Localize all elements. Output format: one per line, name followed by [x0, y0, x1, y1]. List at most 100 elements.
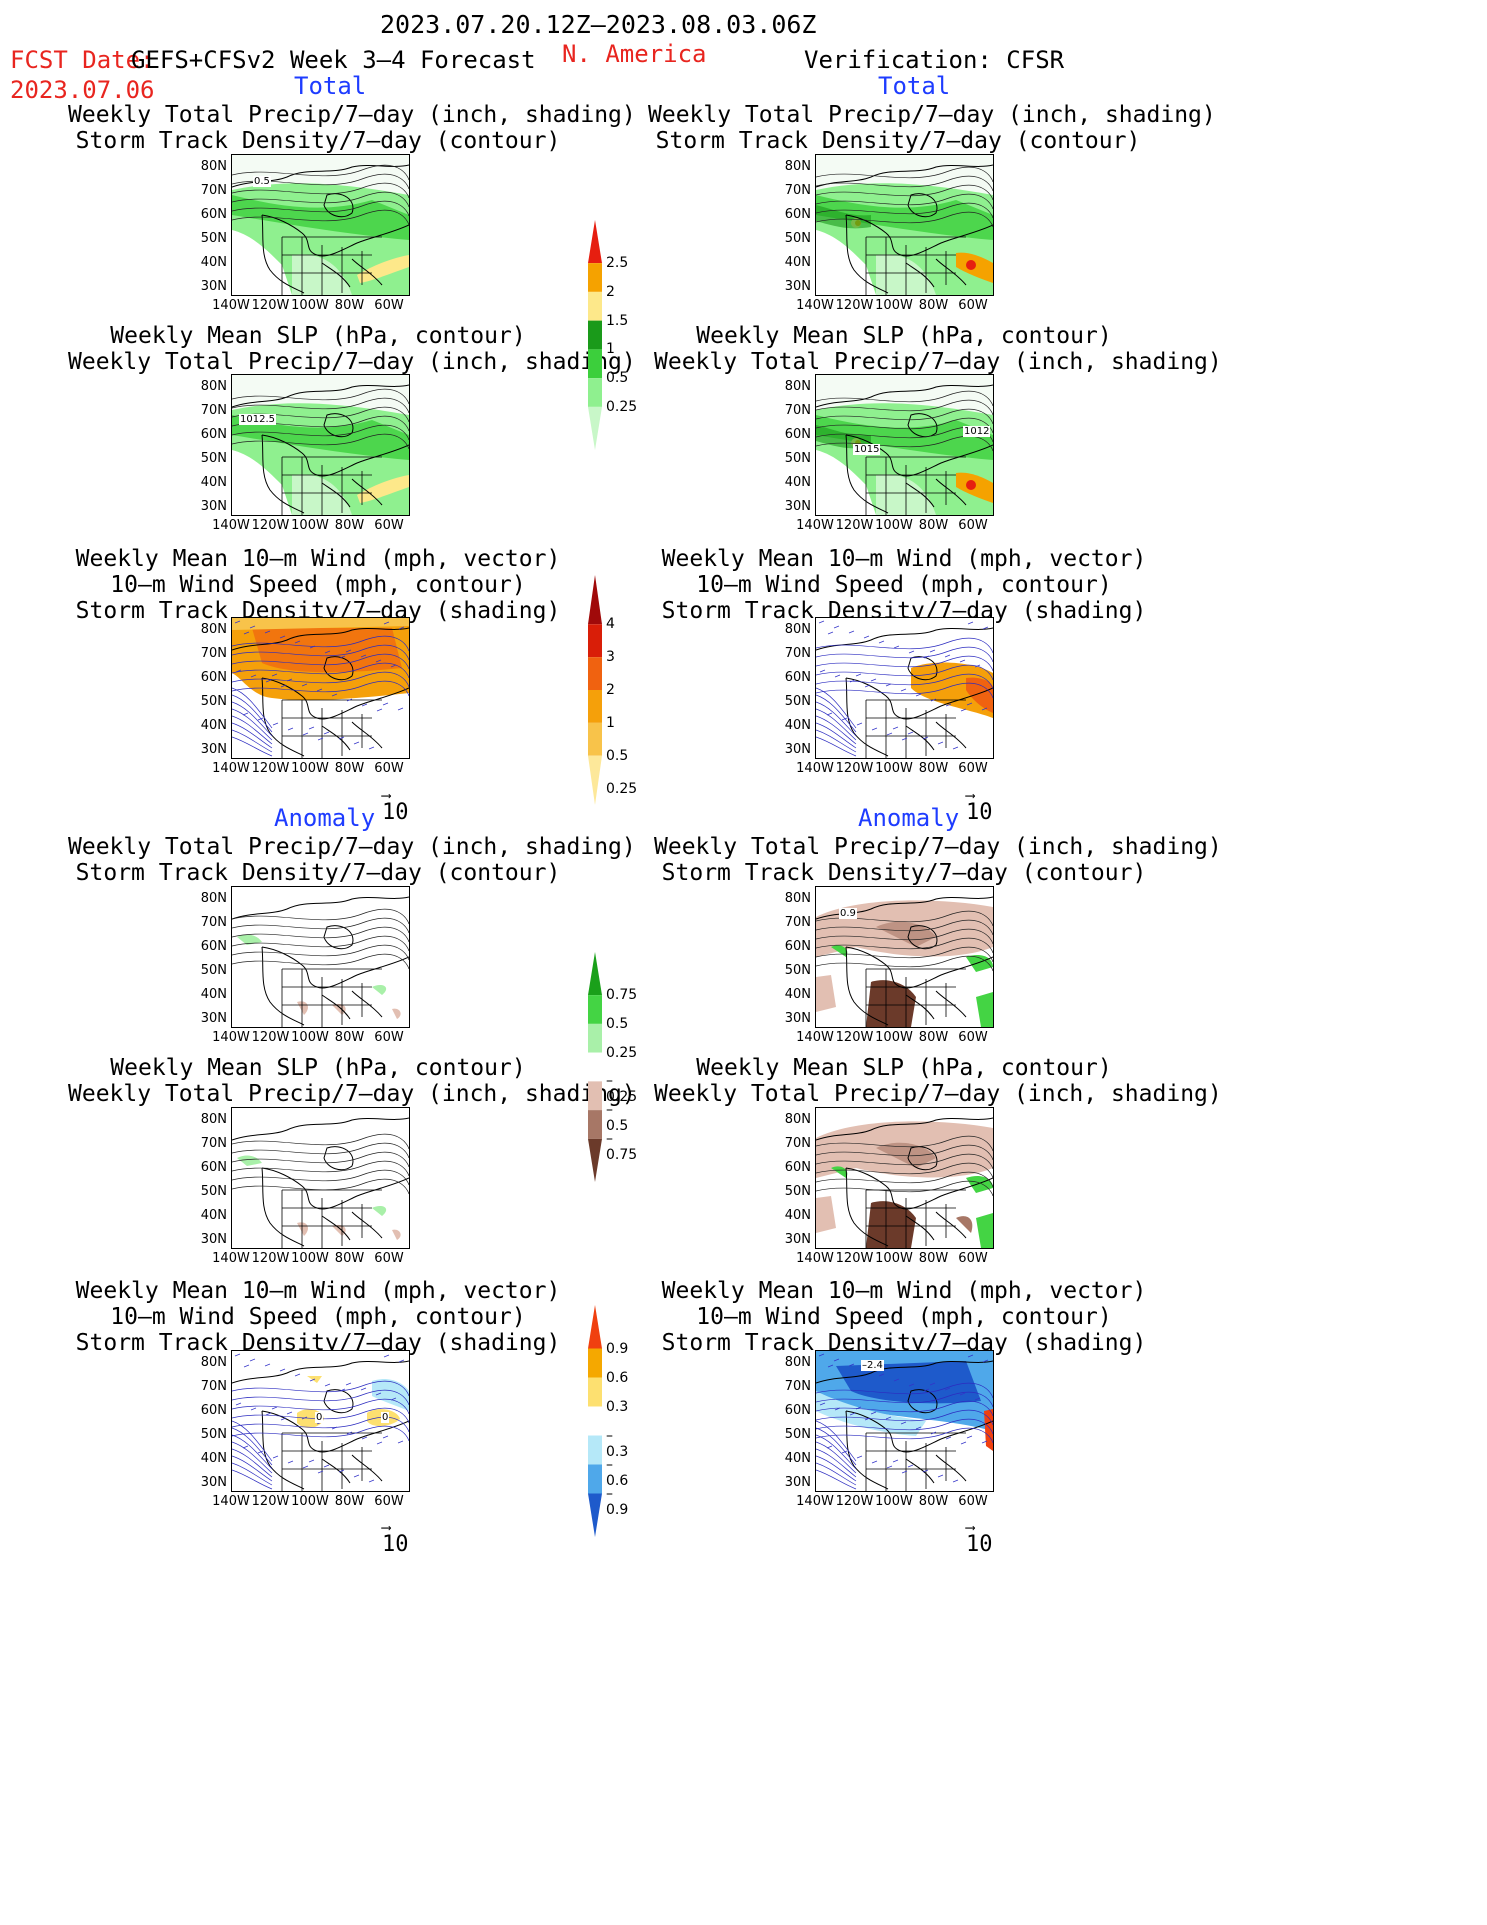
colorbar-label: 4	[606, 616, 615, 633]
lon-tick-label: 60W	[374, 1030, 404, 1045]
lat-tick-label: 60N	[200, 939, 227, 954]
lat-tick-label: 60N	[784, 1160, 811, 1175]
colorbar-label: 0.75	[606, 987, 638, 1004]
lon-tick-label: 120W	[835, 518, 874, 533]
colorbar-swatch	[588, 755, 602, 805]
colorbar-swatch	[588, 378, 602, 407]
section-anomaly-right: Anomaly	[858, 804, 960, 832]
lat-tick-label: 50N	[784, 963, 811, 978]
lon-tick-label: 60W	[374, 761, 404, 776]
panel-title-line: 10–m Wind Speed (mph, contour)	[696, 572, 1112, 598]
lat-tick-label: 70N	[200, 403, 227, 418]
lat-tick-label: 80N	[200, 1112, 227, 1127]
colorbar-swatch	[588, 1305, 602, 1349]
lon-tick-label: 140W	[212, 1030, 250, 1045]
lat-tick-label: 50N	[200, 231, 227, 246]
lat-tick-label: 70N	[784, 1379, 811, 1394]
panel-title-line: Weekly Total Precip/7–day (inch, shading…	[68, 349, 636, 375]
contour-label: 1012	[963, 426, 991, 437]
colorbar-swatch	[588, 1348, 602, 1378]
lon-tick-label: 100W	[875, 518, 913, 533]
lat-tick-label: 60N	[784, 207, 811, 222]
lon-tick-label: 80W	[918, 1030, 949, 1045]
colorbar-label: 0.25	[606, 1044, 638, 1061]
colorbar-storm-total: 4 3 2 1 0.5 0.25	[588, 575, 637, 805]
lon-tick-label: 120W	[835, 1030, 874, 1045]
colorbar-label: 0.3	[606, 1398, 629, 1415]
lon-tick-label: 80W	[918, 1494, 949, 1509]
lon-tick-label: 80W	[918, 298, 949, 313]
colorbar-precip-total: 2.5 2 1.5 1 0.5 0.25	[588, 220, 637, 450]
map-panel	[231, 154, 410, 296]
colorbar-swatch	[588, 320, 602, 350]
lon-tick-label: 120W	[835, 1251, 874, 1266]
lat-tick-label: 40N	[784, 1451, 811, 1466]
lon-tick-label: 140W	[212, 761, 250, 776]
lat-tick-label: 60N	[200, 1403, 227, 1418]
fcst-date: 2023.07.06	[10, 76, 155, 104]
lon-tick-label: 140W	[796, 518, 834, 533]
colorbar-swatch	[588, 575, 602, 625]
lat-tick-label: 50N	[784, 451, 811, 466]
panel-title-line: Storm Track Density/7–day (contour)	[75, 860, 561, 886]
lon-tick-label: 100W	[291, 1494, 329, 1509]
lat-tick-label: 70N	[784, 403, 811, 418]
lon-tick-label: 80W	[918, 1251, 949, 1266]
lat-tick-label: 70N	[784, 646, 811, 661]
lat-tick-label: 80N	[200, 891, 227, 906]
colorbar-swatch	[588, 722, 602, 756]
lon-tick-label: 80W	[334, 518, 365, 533]
map-panel	[815, 617, 994, 759]
lon-tick-label: 140W	[212, 298, 250, 313]
lon-tick-label: 60W	[958, 761, 988, 776]
colorbar-swatch	[588, 263, 602, 292]
lat-tick-label: 50N	[200, 1427, 227, 1442]
lat-tick-label: 50N	[784, 1184, 811, 1199]
lat-tick-label: 40N	[784, 987, 811, 1002]
lat-tick-label: 50N	[784, 1427, 811, 1442]
lon-tick-label: 60W	[958, 1494, 988, 1509]
lat-tick-label: 60N	[200, 207, 227, 222]
section-total-left: Total	[294, 72, 367, 100]
map-panel	[231, 886, 410, 1028]
colorbar-swatch	[588, 690, 602, 723]
lat-tick-label: 30N	[200, 279, 227, 294]
colorbar-label: 0.5	[606, 747, 629, 764]
lat-tick-label: 30N	[200, 1011, 227, 1026]
colorbar-label: 2	[606, 283, 615, 300]
panel-title: Weekly Total Precip/7–day (inch, shading…	[654, 834, 1222, 886]
lat-tick-label: 80N	[200, 622, 227, 637]
lat-tick-label: 50N	[200, 694, 227, 709]
lat-tick-label: 80N	[200, 1355, 227, 1370]
colorbar-label: 0.9	[606, 1340, 629, 1357]
lat-tick-label: 80N	[784, 891, 811, 906]
panel-title: Weekly Mean SLP (hPa, contour) Weekly Tot…	[68, 1055, 636, 1107]
contour-label: –2.4	[861, 1360, 884, 1371]
lat-tick-label: 30N	[784, 1232, 811, 1247]
panel-title: Weekly Total Precip/7–day (inch, shading…	[68, 102, 636, 154]
map-panel	[815, 1350, 994, 1492]
lon-tick-label: 60W	[958, 518, 988, 533]
lat-tick-label: 70N	[200, 1136, 227, 1151]
panel-title: Weekly Total Precip/7–day (inch, shading…	[68, 834, 636, 886]
lon-tick-label: 60W	[374, 518, 404, 533]
contour-label: 0	[381, 1412, 390, 1423]
contour-label: 1015	[853, 444, 881, 455]
lat-tick-label: 80N	[784, 622, 811, 637]
colorbar-swatch	[588, 952, 602, 996]
lon-tick-label: 60W	[374, 1251, 404, 1266]
colorbar-swatch	[588, 1464, 602, 1494]
panel-title-line: Storm Track Density/7–day (contour)	[661, 860, 1147, 886]
colorbar-swatch	[588, 291, 602, 321]
colorbar-label: 1	[606, 341, 615, 358]
panel-title-line: Weekly Mean 10–m Wind (mph, vector)	[75, 1278, 561, 1304]
lon-tick-label: 140W	[796, 1251, 834, 1266]
lat-tick-label: 40N	[200, 475, 227, 490]
panel-title-line: Weekly Total Precip/7–day (inch, shading…	[654, 834, 1222, 860]
colorbar-swatch	[588, 1406, 602, 1436]
colorbar-swatch	[588, 657, 602, 690]
colorbar-label: –0.3	[606, 1427, 629, 1460]
lon-tick-label: 120W	[251, 761, 290, 776]
map-panel	[231, 374, 410, 516]
colorbar-swatch	[588, 1435, 602, 1465]
